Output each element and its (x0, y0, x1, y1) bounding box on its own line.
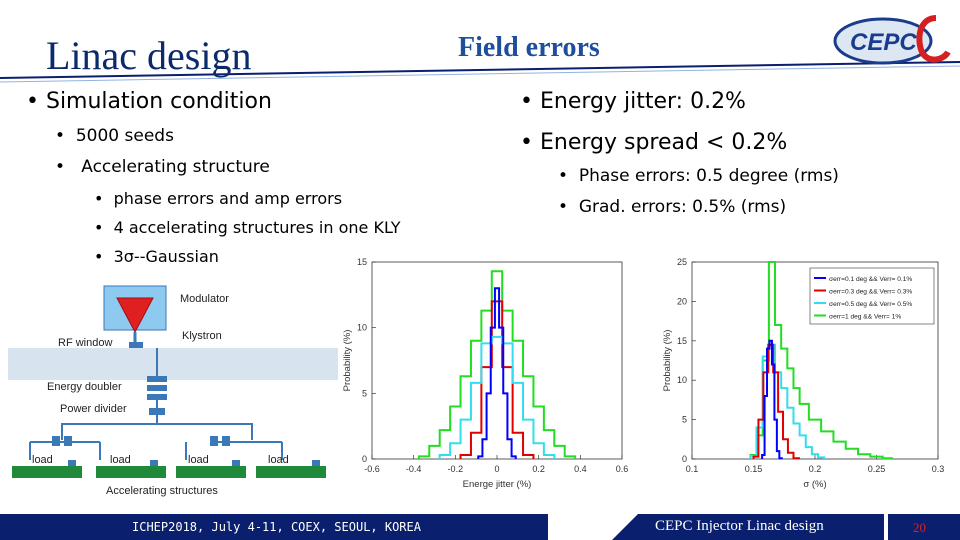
histogram-series-1 (417, 270, 577, 459)
energy-doubler-symbol (147, 376, 167, 382)
x-tick-label: 0.3 (932, 464, 945, 474)
power-divider-symbol (149, 408, 165, 415)
y-tick-label: 5 (362, 388, 367, 398)
footer-conference: ICHEP2018, July 4-11, COEX, SEOUL, KOREA (132, 520, 421, 534)
bullet-gaussian: • 3σ--Gaussian (94, 247, 219, 266)
x-tick-label: -0.6 (364, 464, 380, 474)
legend-entry: σerr=1 deg && Verr= 1% (829, 314, 901, 321)
slide-title: Linac design (46, 33, 252, 78)
x-tick-label: 0.25 (868, 464, 886, 474)
load-label-4: load (268, 454, 289, 466)
bullet-text: Accelerating structure (81, 157, 270, 177)
bullet-energy-jitter: • Energy jitter: 0.2% (520, 89, 746, 114)
x-tick-label: 0 (494, 464, 499, 474)
bullet-energy-spread: • Energy spread < 0.2% (520, 130, 788, 155)
y-tick-label: 20 (677, 296, 687, 306)
waveguide-band (8, 348, 338, 380)
slide-header: Linac design Field errors CEPC (0, 0, 960, 86)
rf-window-symbol (129, 342, 143, 348)
legend-entry: σerr=0.1 deg && Verr= 0.1% (829, 276, 912, 283)
load-label-3: load (188, 454, 209, 466)
x-axis-label: σ (%) (803, 479, 826, 490)
legend-entry: σerr=0.3 deg && Verr= 0.3% (829, 289, 912, 296)
y-axis-label: Probability (%) (662, 330, 673, 392)
x-tick-label: 0.2 (809, 464, 822, 474)
bullet-text: Energy spread < 0.2% (539, 130, 788, 155)
legend-box (809, 267, 935, 325)
klystron-symbol (116, 297, 154, 334)
energy-doubler-label: Energy doubler (47, 381, 122, 393)
histogram-series-1 (749, 261, 893, 460)
x-tick-label: 0.15 (745, 464, 763, 474)
x-tick-label: -0.4 (406, 464, 422, 474)
load-label-1: load (32, 454, 53, 466)
footer-bar-right (612, 514, 884, 540)
bullet-four-structures: • 4 accelerating structures in one KLY (94, 218, 401, 237)
x-axis-label: Energe jitter (%) (463, 479, 532, 490)
footer-talk-title: CEPC Injector Linac design (655, 518, 824, 534)
bullet-grad-errors: • Grad. errors: 0.5% (rms) (558, 197, 787, 217)
power-divider-label: Power divider (60, 403, 127, 415)
histogram-series-4 (477, 287, 517, 459)
page-number: 20 (913, 520, 926, 535)
y-axis-label: Probability (%) (342, 330, 353, 392)
energy-jitter-histogram: -0.6 -0.4 -0.2 0 0.2 0.4 0.6 0 5 10 15 Energe jitte… (342, 257, 629, 490)
bullet-phase-amp-errors: • phase errors and amp errors (94, 189, 343, 208)
footer-bar-page (888, 514, 960, 540)
y-tick-label: 5 (682, 415, 687, 425)
bullet-text: Phase errors: 0.5 degree (rms) (578, 166, 839, 186)
bullet-text: Energy jitter: 0.2% (539, 89, 746, 114)
bullet-text: 3σ--Gaussian (113, 247, 219, 266)
klystron-diagram: Modulator Klystron RF window Energy doub… (8, 285, 338, 497)
logo-text: CEPC (850, 29, 917, 56)
y-tick-label: 10 (677, 375, 687, 385)
y-tick-label: 25 (677, 257, 687, 267)
histogram-series-2 (459, 300, 535, 459)
bullet-text: Simulation condition (45, 89, 272, 114)
bullet-text: Grad. errors: 0.5% (rms) (578, 197, 787, 217)
bullet-simulation-condition: • Simulation condition (26, 89, 272, 114)
histogram-series-4 (761, 339, 783, 460)
rf-window-label: RF window (58, 337, 112, 349)
bullet-text: phase errors and amp errors (113, 189, 343, 208)
bullet-seeds: • 5000 seeds (55, 126, 174, 146)
load-label-2: load (110, 454, 131, 466)
plot-area (371, 261, 623, 460)
y-tick-label: 0 (362, 454, 367, 464)
accelerating-structure-4 (256, 466, 326, 478)
bullet-text: 5000 seeds (75, 126, 174, 146)
y-tick-label: 15 (677, 336, 687, 346)
x-tick-label: 0.6 (616, 464, 629, 474)
x-tick-label: 0.2 (532, 464, 545, 474)
footer-bar-left (0, 514, 548, 540)
histogram-series-3 (752, 343, 801, 460)
histogram-series-3 (438, 335, 556, 459)
bullet-phase-errors: • Phase errors: 0.5 degree (rms) (558, 166, 839, 186)
legend-entry: σerr=0.5 deg && Verr= 0.5% (829, 301, 912, 308)
y-tick-label: 0 (682, 454, 687, 464)
x-tick-label: 0.4 (574, 464, 587, 474)
bullet-accelerating-structure: • Accelerating structure (55, 157, 270, 177)
x-tick-label: 0.1 (686, 464, 699, 474)
accelerating-structure-1 (12, 466, 82, 478)
y-tick-label: 15 (357, 257, 367, 267)
accelerating-structures-label: Accelerating structures (106, 485, 218, 497)
x-tick-label: -0.2 (448, 464, 464, 474)
accelerating-structure-2 (96, 466, 166, 478)
klystron-label: Klystron (182, 330, 222, 342)
y-tick-label: 10 (357, 323, 367, 333)
section-title: Field errors (458, 32, 600, 63)
header-wave-decoration (0, 61, 960, 83)
modulator-label: Modulator (180, 293, 229, 305)
cepc-logo: CEPC (833, 15, 951, 65)
energy-spread-histogram: 0.1 0.15 0.2 0.25 0.3 0 5 10 15 20 25 σ (%) Probabil… (662, 257, 945, 490)
bullet-text: 4 accelerating structures in one KLY (113, 218, 401, 237)
accelerating-structure-3 (176, 466, 246, 478)
